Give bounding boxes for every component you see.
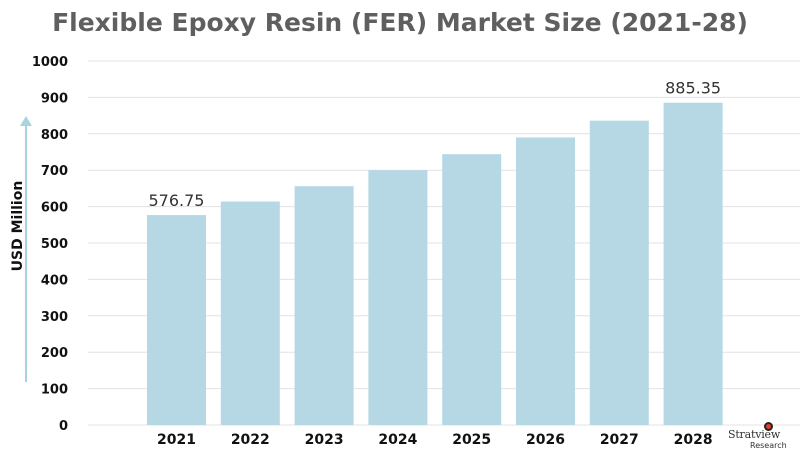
y-tick-label: 0 [59, 419, 68, 434]
x-tick-label: 2021 [157, 432, 196, 448]
data-label: 576.75 [149, 191, 205, 210]
y-tick-label: 100 [41, 383, 68, 398]
bar [442, 154, 502, 425]
data-label: 885.35 [665, 79, 721, 98]
logo-target-icon [764, 422, 773, 431]
x-tick-label: 2028 [674, 432, 713, 448]
y-tick-label: 1000 [32, 55, 68, 70]
bar [147, 215, 206, 425]
y-tick-label: 300 [41, 310, 68, 325]
x-tick-label: 2024 [378, 432, 417, 448]
y-tick-label: 800 [41, 128, 68, 143]
y-tick-label: 500 [41, 237, 68, 252]
x-tick-label: 2027 [600, 432, 639, 448]
bar [516, 137, 575, 425]
bar [589, 120, 649, 426]
chart-title: Flexible Epoxy Resin (FER) Market Size (… [52, 8, 748, 37]
logo-subtitle: Research [750, 441, 787, 450]
y-tick-label: 900 [41, 91, 68, 106]
x-tick-label: 2023 [305, 432, 344, 448]
stratview-logo: Stratview Research [728, 420, 796, 454]
bar [663, 102, 723, 425]
y-axis-arrow-line [25, 124, 27, 382]
logo-name: Stratview [728, 428, 781, 441]
y-tick-label: 400 [41, 273, 68, 288]
bar [368, 170, 428, 425]
x-tick-label: 2026 [526, 432, 565, 448]
y-tick-label: 600 [41, 201, 68, 216]
bar [220, 201, 280, 425]
up-arrow-icon [20, 116, 32, 126]
x-tick-label: 2025 [452, 432, 491, 448]
bar [294, 186, 354, 425]
y-tick-label: 700 [41, 164, 68, 179]
x-tick-label: 2022 [231, 432, 270, 448]
y-tick-label: 200 [41, 346, 68, 361]
